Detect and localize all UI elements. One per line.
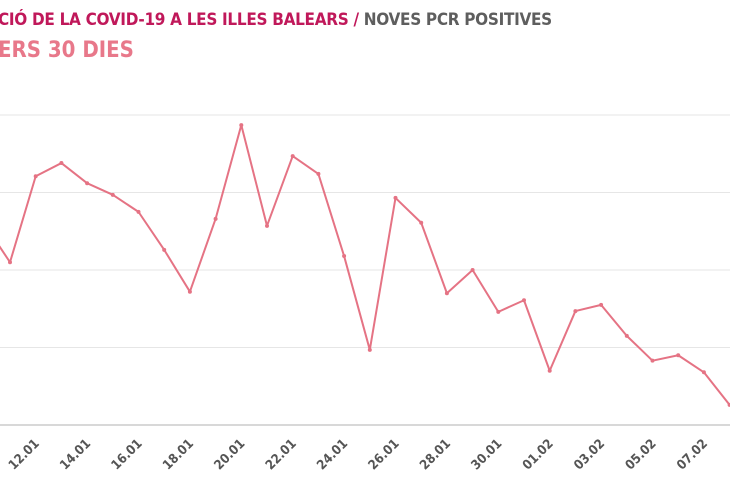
data-point	[393, 195, 398, 200]
data-point	[290, 154, 295, 159]
title-main: CIÓ DE LA COVID-19 A LES ILLES BALEARS	[0, 10, 349, 30]
data-point	[136, 209, 141, 214]
data-point	[33, 174, 38, 179]
x-tick-label: 28.01	[417, 436, 454, 473]
data-point	[367, 347, 372, 352]
data-point	[496, 309, 501, 314]
x-tick-label: 26.01	[366, 436, 403, 473]
data-point	[573, 309, 578, 314]
data-point	[419, 220, 424, 225]
data-point	[59, 161, 64, 166]
data-point	[187, 289, 192, 294]
x-tick-label: 22.01	[263, 436, 300, 473]
x-tick-label: 30.01	[469, 436, 506, 473]
chart-subtitle: ERS 30 DIES	[0, 38, 134, 63]
x-tick-label: 01.02	[520, 436, 557, 473]
title-separator: /	[348, 10, 364, 30]
x-tick-label: 05.02	[623, 436, 660, 473]
title-metric: NOVES PCR POSITIVES	[363, 10, 552, 30]
data-point	[624, 333, 629, 338]
series-line	[0, 124, 730, 406]
x-tick-label: 03.02	[571, 436, 608, 473]
data-point	[239, 123, 244, 128]
data-point	[547, 368, 552, 373]
x-tick-label: 12.01	[6, 436, 43, 473]
data-point	[676, 353, 681, 358]
data-point	[727, 402, 730, 407]
x-tick-label: 14.01	[57, 436, 94, 473]
x-tick-label: 18.01	[160, 436, 197, 473]
x-tick-label: 20.01	[212, 436, 249, 473]
data-point	[470, 268, 475, 272]
data-point	[342, 254, 347, 259]
data-point	[444, 291, 449, 296]
data-point	[599, 302, 604, 307]
data-point	[316, 171, 321, 176]
data-point	[265, 223, 269, 228]
data-point	[701, 370, 706, 375]
x-tick-label: 07.02	[674, 436, 711, 473]
data-point	[213, 216, 218, 221]
data-point	[162, 247, 167, 252]
data-point	[8, 260, 12, 265]
data-point	[522, 298, 526, 303]
x-tick-label: 16.01	[109, 436, 146, 473]
data-point	[110, 192, 115, 197]
x-tick-label: 24.01	[314, 436, 351, 473]
data-point	[650, 358, 655, 363]
chart-title: CIÓ DE LA COVID-19 A LES ILLES BALEARS /…	[0, 10, 552, 30]
data-point	[85, 181, 90, 186]
